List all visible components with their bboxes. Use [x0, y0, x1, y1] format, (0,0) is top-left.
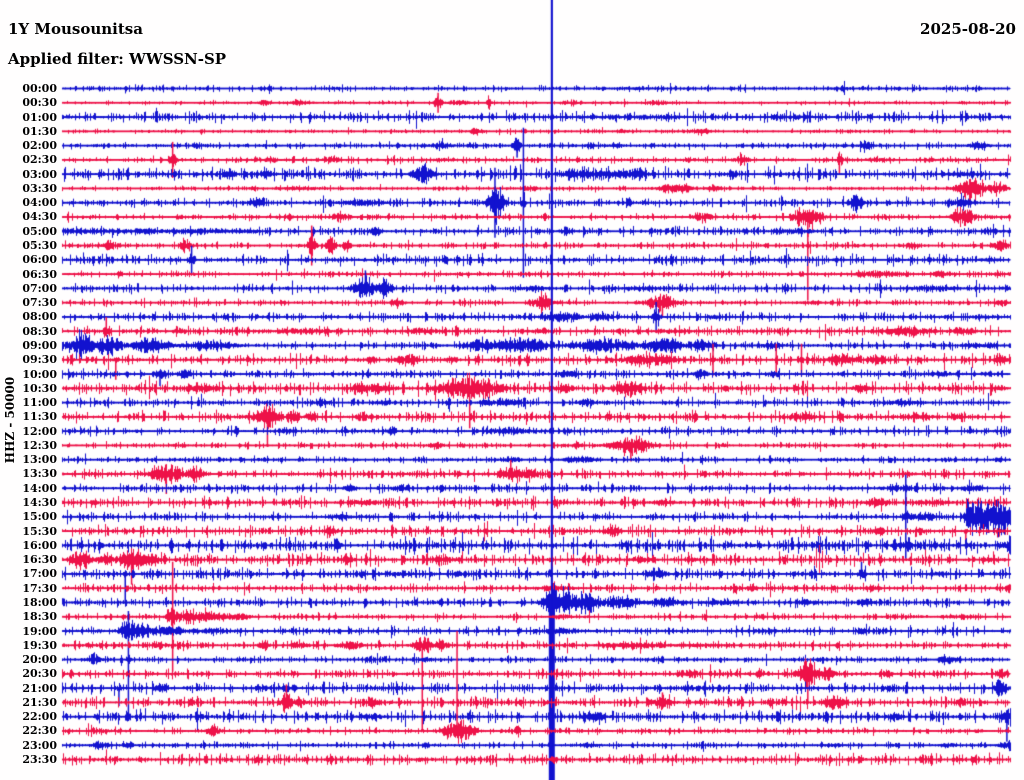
row-time-label: 00:00	[22, 82, 57, 95]
row-time-label: 04:30	[22, 210, 57, 224]
row-time-label: 22:00	[22, 710, 57, 724]
row-time-label: 02:00	[22, 139, 57, 153]
row-time-label: 05:30	[22, 239, 57, 253]
row-time-label: 12:30	[22, 438, 57, 452]
applied-filter-label: Applied filter: WWSSN-SP	[8, 50, 227, 68]
row-time-label: 20:00	[22, 653, 57, 667]
row-time-label: 18:30	[22, 610, 57, 624]
station-title: 1Y Mousounitsa	[8, 20, 143, 38]
row-time-label: 16:30	[22, 553, 57, 567]
row-time-label: 21:30	[22, 695, 57, 709]
row-time-label: 23:30	[22, 753, 57, 767]
row-time-label: 19:30	[22, 638, 57, 652]
row-time-label: 11:00	[22, 396, 57, 410]
row-time-label: 06:30	[22, 267, 57, 281]
row-time-label: 08:00	[22, 310, 57, 324]
row-time-label: 07:30	[22, 296, 57, 310]
row-time-label: 23:00	[22, 738, 57, 752]
row-time-label: 04:00	[22, 196, 57, 210]
row-time-label: 08:30	[22, 324, 57, 338]
row-time-label: 01:00	[22, 110, 57, 124]
row-time-label: 10:00	[22, 367, 57, 381]
row-time-label: 14:30	[22, 496, 57, 510]
row-time-label: 17:00	[22, 567, 57, 581]
row-time-label: 03:30	[22, 181, 57, 195]
row-time-label: 13:00	[22, 453, 57, 467]
row-time-label: 05:00	[22, 224, 57, 238]
row-time-label: 07:00	[22, 281, 57, 295]
row-time-label: 11:30	[22, 410, 57, 424]
row-time-label: 13:30	[22, 467, 57, 481]
row-time-label: 00:30	[22, 96, 57, 110]
date-label: 2025-08-20	[920, 20, 1016, 38]
row-time-label: 15:00	[22, 510, 57, 524]
row-time-label: 12:00	[22, 424, 57, 438]
row-time-label: 09:30	[22, 353, 57, 367]
row-time-label: 20:30	[22, 667, 57, 681]
row-time-label: 19:00	[22, 624, 57, 638]
row-time-label: 21:00	[22, 681, 57, 695]
row-time-label: 17:30	[22, 581, 57, 595]
row-time-label: 18:00	[22, 595, 57, 609]
row-time-label: 03:00	[22, 167, 57, 181]
row-time-label: 01:30	[22, 124, 57, 138]
row-time-label: 22:30	[22, 724, 57, 738]
row-time-label: 06:00	[22, 253, 57, 267]
row-time-label: 02:30	[22, 153, 57, 167]
row-time-label: 10:30	[22, 381, 57, 395]
row-time-label: 14:00	[22, 481, 57, 495]
row-time-label: 16:00	[22, 538, 57, 552]
row-time-label: 09:00	[22, 338, 57, 352]
row-time-label: 15:30	[22, 524, 57, 538]
